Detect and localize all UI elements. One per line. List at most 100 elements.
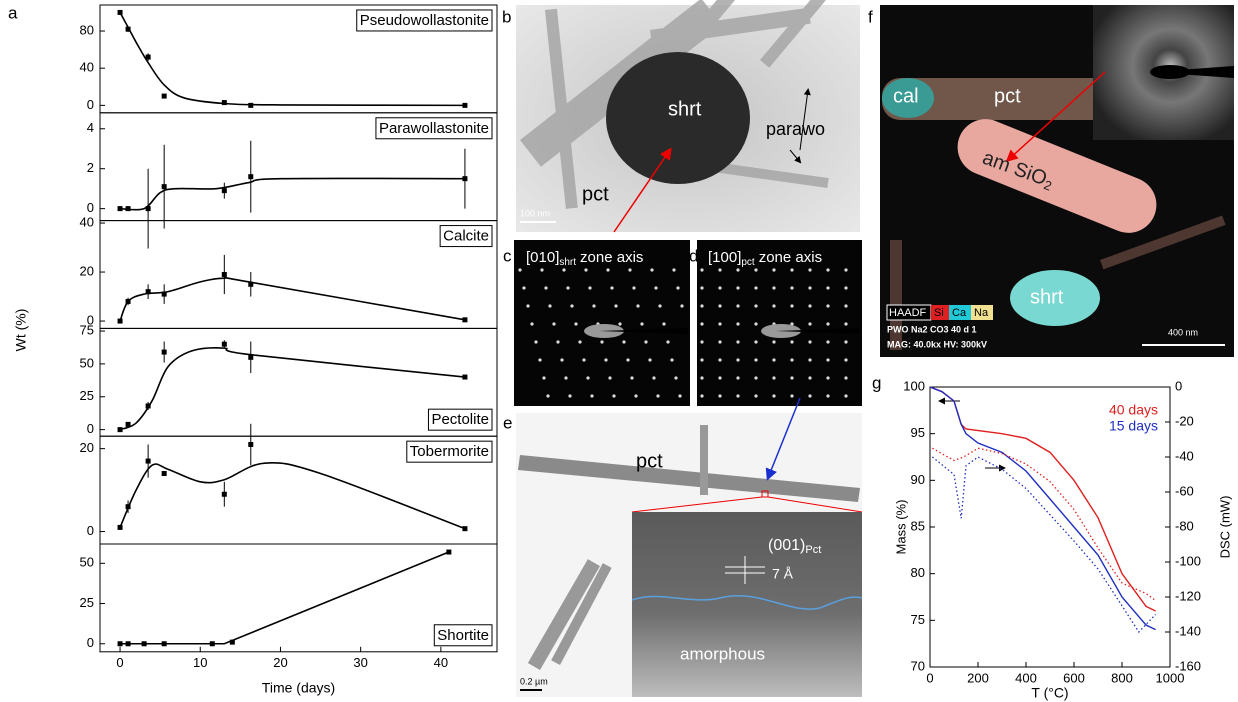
- legend-label: Na: [974, 307, 989, 319]
- data-point: [162, 641, 167, 646]
- diffraction-spot: [610, 286, 613, 289]
- scale-label: 0.2 µm: [520, 676, 548, 686]
- caption-part: [100]: [708, 249, 741, 266]
- series-label: Pectolite: [431, 411, 489, 428]
- y2-axis-title: DSC (mW): [1217, 496, 1232, 559]
- diffraction-spot: [754, 322, 757, 325]
- panel-g: 707580859095100-160-140-120-100-80-60-40…: [893, 378, 1232, 700]
- diffraction-spot: [700, 286, 703, 289]
- y2-tick-label: -20: [1175, 413, 1194, 428]
- y-tick-label: 50: [80, 355, 94, 370]
- y-tick-label: 40: [80, 60, 94, 75]
- caption-sub: pct: [741, 257, 755, 268]
- y-tick-label: 100: [903, 378, 925, 393]
- y-tick-label: 70: [911, 658, 925, 673]
- plane-sub: Pct: [805, 544, 821, 556]
- diffraction-spot: [790, 340, 793, 343]
- info-text: PWO Na2 CO3 40 d 1: [887, 324, 977, 334]
- diffraction-spot: [844, 358, 847, 361]
- y2-tick-label: -120: [1175, 588, 1201, 603]
- diffraction-spot: [754, 376, 757, 379]
- diffraction-spot: [718, 286, 721, 289]
- legend-label: 40 days: [1109, 402, 1158, 418]
- y2-tick-label: -100: [1175, 553, 1201, 568]
- diffraction-spot: [614, 304, 617, 307]
- image-label: shrt: [1030, 286, 1064, 308]
- panel-b: b shrt parawo pct 100 nm: [502, 0, 860, 232]
- diffraction-spot: [772, 286, 775, 289]
- diffraction-spot: [652, 376, 655, 379]
- diffraction-spot: [566, 286, 569, 289]
- diffraction-spot: [844, 304, 847, 307]
- y-tick-label: 0: [87, 523, 94, 538]
- diffraction-spot: [772, 358, 775, 361]
- diffraction-spot: [754, 394, 757, 397]
- caption-part: zone axis: [580, 249, 643, 266]
- series-label: Pseudowollastonite: [360, 12, 489, 29]
- series-line: [932, 448, 1155, 600]
- diffraction-spot: [674, 376, 677, 379]
- diffraction-spot: [542, 376, 545, 379]
- diffraction-spot: [562, 268, 565, 271]
- y-tick-label: 40: [80, 214, 94, 229]
- data-point: [462, 526, 467, 531]
- diffraction-spot: [826, 268, 829, 271]
- legend-label: HAADF: [889, 307, 927, 319]
- y-tick-label: 20: [80, 440, 94, 455]
- diffraction-spot: [564, 376, 567, 379]
- series-label: Tobermorite: [410, 443, 489, 460]
- x-axis-title: T (°C): [1031, 685, 1068, 701]
- y2-tick-label: 0: [1175, 378, 1182, 393]
- diffraction-spot: [592, 304, 595, 307]
- diffraction-spot: [544, 286, 547, 289]
- diffraction-spot: [700, 304, 703, 307]
- diffraction-spot: [808, 358, 811, 361]
- figure: a 04080Wt (%)Pseudowollastonite024Parawo…: [0, 0, 1238, 702]
- y-axis-title: Wt (%): [13, 309, 29, 352]
- fit-curve: [120, 463, 465, 529]
- data-point: [162, 350, 167, 355]
- diffraction-spot: [700, 340, 703, 343]
- x-tick-label: 40: [434, 655, 448, 670]
- diffraction-spot: [644, 340, 647, 343]
- data-point: [222, 188, 227, 193]
- diffraction-spot: [648, 358, 651, 361]
- diffraction-spot: [530, 322, 533, 325]
- x-tick-label: 200: [967, 670, 989, 685]
- y-tick-label: 0: [87, 97, 94, 112]
- diffraction-spot: [586, 376, 589, 379]
- scale-label: 400 nm: [1168, 327, 1198, 337]
- data-point: [118, 641, 123, 646]
- diffraction-spot: [754, 340, 757, 343]
- diffraction-spot: [556, 340, 559, 343]
- diffraction-spot: [718, 376, 721, 379]
- data-point: [248, 355, 253, 360]
- fit-curve: [120, 277, 465, 321]
- diffraction-spot: [700, 358, 703, 361]
- y-tick-label: 90: [911, 472, 925, 487]
- data-point: [248, 103, 253, 108]
- caption-sub: shrt: [559, 257, 576, 268]
- series-line: [932, 457, 1155, 632]
- panel-letter: c: [503, 246, 512, 265]
- y2-tick-label: -140: [1175, 623, 1201, 638]
- diffraction-spot: [606, 268, 609, 271]
- series-label: Calcite: [443, 228, 489, 245]
- data-point: [146, 55, 151, 60]
- diffraction-spot: [636, 304, 639, 307]
- diffraction-spot: [700, 376, 703, 379]
- data-point: [230, 640, 235, 645]
- diffraction-spot: [736, 376, 739, 379]
- data-point: [222, 272, 227, 277]
- diffraction-spot: [672, 268, 675, 271]
- data-point: [462, 317, 467, 322]
- diffraction-spot: [772, 268, 775, 271]
- data-point: [146, 206, 151, 211]
- diffraction-spot: [790, 376, 793, 379]
- diffraction-spot: [736, 340, 739, 343]
- diffraction-spot: [612, 394, 615, 397]
- data-point: [142, 641, 147, 646]
- diffraction-spot: [844, 376, 847, 379]
- y2-tick-label: -60: [1175, 483, 1194, 498]
- diffraction-spot: [538, 358, 541, 361]
